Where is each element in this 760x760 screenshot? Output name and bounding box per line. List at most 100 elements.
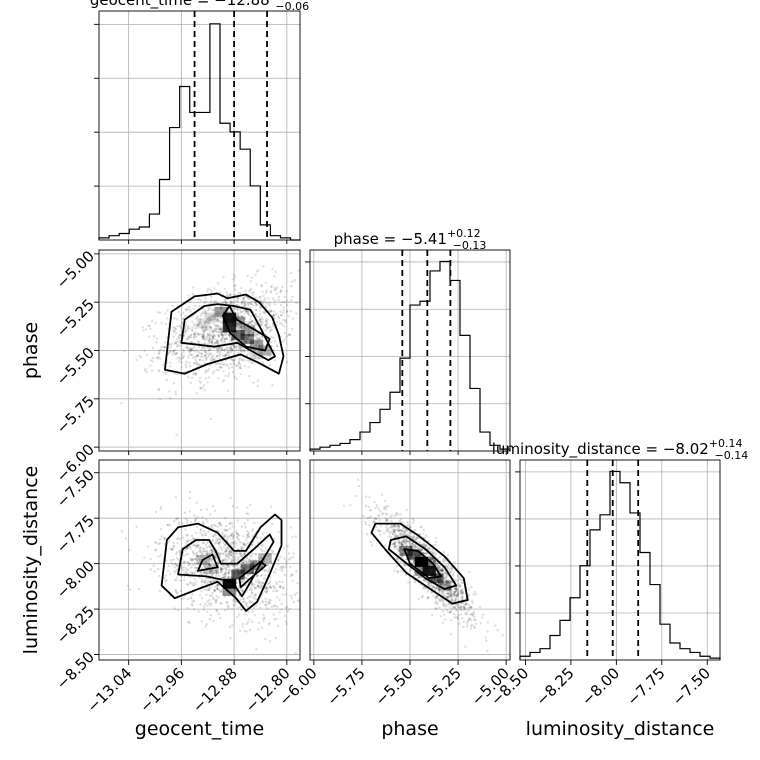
sample-point bbox=[176, 357, 179, 360]
sample-point bbox=[433, 588, 437, 592]
contour-level bbox=[222, 305, 271, 352]
sample-point bbox=[162, 349, 165, 352]
sample-point bbox=[244, 310, 248, 313]
sample-point bbox=[393, 545, 397, 548]
sample-point bbox=[422, 578, 426, 582]
sample-point bbox=[266, 326, 269, 329]
sample-point bbox=[174, 328, 177, 331]
sample-point bbox=[442, 569, 445, 573]
sample-point bbox=[157, 388, 160, 392]
density-cell bbox=[414, 556, 429, 567]
sample-point bbox=[231, 349, 234, 352]
sample-point bbox=[281, 566, 285, 569]
sample-point bbox=[264, 318, 268, 321]
sample-point bbox=[454, 598, 458, 601]
sample-point bbox=[393, 524, 396, 527]
sample-point bbox=[260, 323, 263, 326]
sample-point bbox=[255, 341, 258, 344]
sample-point bbox=[180, 321, 184, 324]
sample-point bbox=[194, 372, 197, 376]
sample-point bbox=[182, 350, 185, 354]
sample-point bbox=[223, 559, 227, 562]
sample-point bbox=[281, 586, 285, 589]
sample-point bbox=[215, 574, 218, 577]
sample-point bbox=[167, 564, 171, 567]
sample-point bbox=[192, 373, 195, 376]
sample-point bbox=[193, 537, 196, 541]
sample-point bbox=[224, 554, 228, 557]
sample-point bbox=[436, 601, 439, 604]
sample-point bbox=[219, 291, 222, 294]
sample-point bbox=[407, 581, 410, 584]
sample-point bbox=[405, 544, 409, 547]
sample-point bbox=[349, 503, 352, 507]
sample-point bbox=[241, 310, 245, 313]
sample-point bbox=[190, 329, 194, 333]
sample-point bbox=[275, 286, 279, 289]
sample-point bbox=[253, 330, 256, 334]
sample-point bbox=[227, 552, 230, 556]
sample-point bbox=[452, 593, 456, 596]
sample-point bbox=[172, 382, 176, 385]
sample-point bbox=[190, 353, 193, 356]
sample-point bbox=[238, 326, 241, 329]
sample-point bbox=[296, 599, 300, 602]
sample-point bbox=[145, 370, 148, 374]
sample-point bbox=[139, 355, 143, 359]
sample-point bbox=[455, 588, 458, 591]
sample-point bbox=[160, 535, 164, 538]
x-tick-label: −5.50 bbox=[372, 664, 417, 709]
sample-point bbox=[400, 544, 404, 547]
sample-point bbox=[238, 291, 242, 295]
sample-point bbox=[282, 586, 285, 590]
sample-point bbox=[220, 338, 224, 341]
sample-point bbox=[264, 324, 268, 327]
sample-point bbox=[192, 335, 196, 339]
sample-point bbox=[208, 545, 212, 549]
sample-point bbox=[442, 604, 445, 607]
sample-point bbox=[149, 327, 152, 331]
sample-point bbox=[400, 569, 403, 573]
sample-point bbox=[463, 606, 467, 609]
sample-point bbox=[397, 539, 400, 542]
sample-point bbox=[243, 612, 246, 615]
sample-point bbox=[457, 583, 460, 586]
sample-point bbox=[255, 323, 258, 326]
sample-point bbox=[457, 592, 460, 596]
sample-point bbox=[419, 576, 423, 579]
sample-point bbox=[208, 570, 212, 573]
sample-point bbox=[197, 515, 200, 519]
sample-point bbox=[441, 609, 445, 613]
sample-point bbox=[295, 312, 298, 315]
sample-point bbox=[202, 570, 206, 573]
sample-point bbox=[252, 340, 255, 343]
sample-point bbox=[393, 569, 396, 572]
sample-point bbox=[444, 580, 448, 583]
sample-point bbox=[206, 541, 209, 545]
sample-point bbox=[427, 581, 431, 584]
sample-point bbox=[158, 589, 161, 593]
sample-point bbox=[295, 570, 298, 573]
sample-point bbox=[222, 308, 225, 311]
density-cell bbox=[422, 565, 436, 576]
sample-point bbox=[210, 341, 214, 344]
sample-point bbox=[438, 567, 442, 570]
sample-point bbox=[263, 311, 266, 314]
sample-point bbox=[420, 596, 424, 599]
hist-panel-geocent_time bbox=[94, 10, 301, 241]
sample-point bbox=[247, 297, 250, 300]
sample-point bbox=[252, 354, 255, 357]
sample-point bbox=[186, 583, 190, 587]
sample-point bbox=[194, 562, 197, 565]
sample-point bbox=[201, 329, 204, 332]
sample-point bbox=[216, 541, 219, 545]
sample-point bbox=[203, 348, 207, 351]
sample-point bbox=[265, 590, 269, 593]
sample-point bbox=[248, 601, 251, 604]
sample-point bbox=[318, 332, 320, 334]
sample-point bbox=[229, 637, 232, 640]
sample-point bbox=[187, 564, 190, 567]
sample-point bbox=[173, 348, 177, 351]
sample-point bbox=[280, 602, 283, 606]
sample-point bbox=[255, 315, 259, 318]
